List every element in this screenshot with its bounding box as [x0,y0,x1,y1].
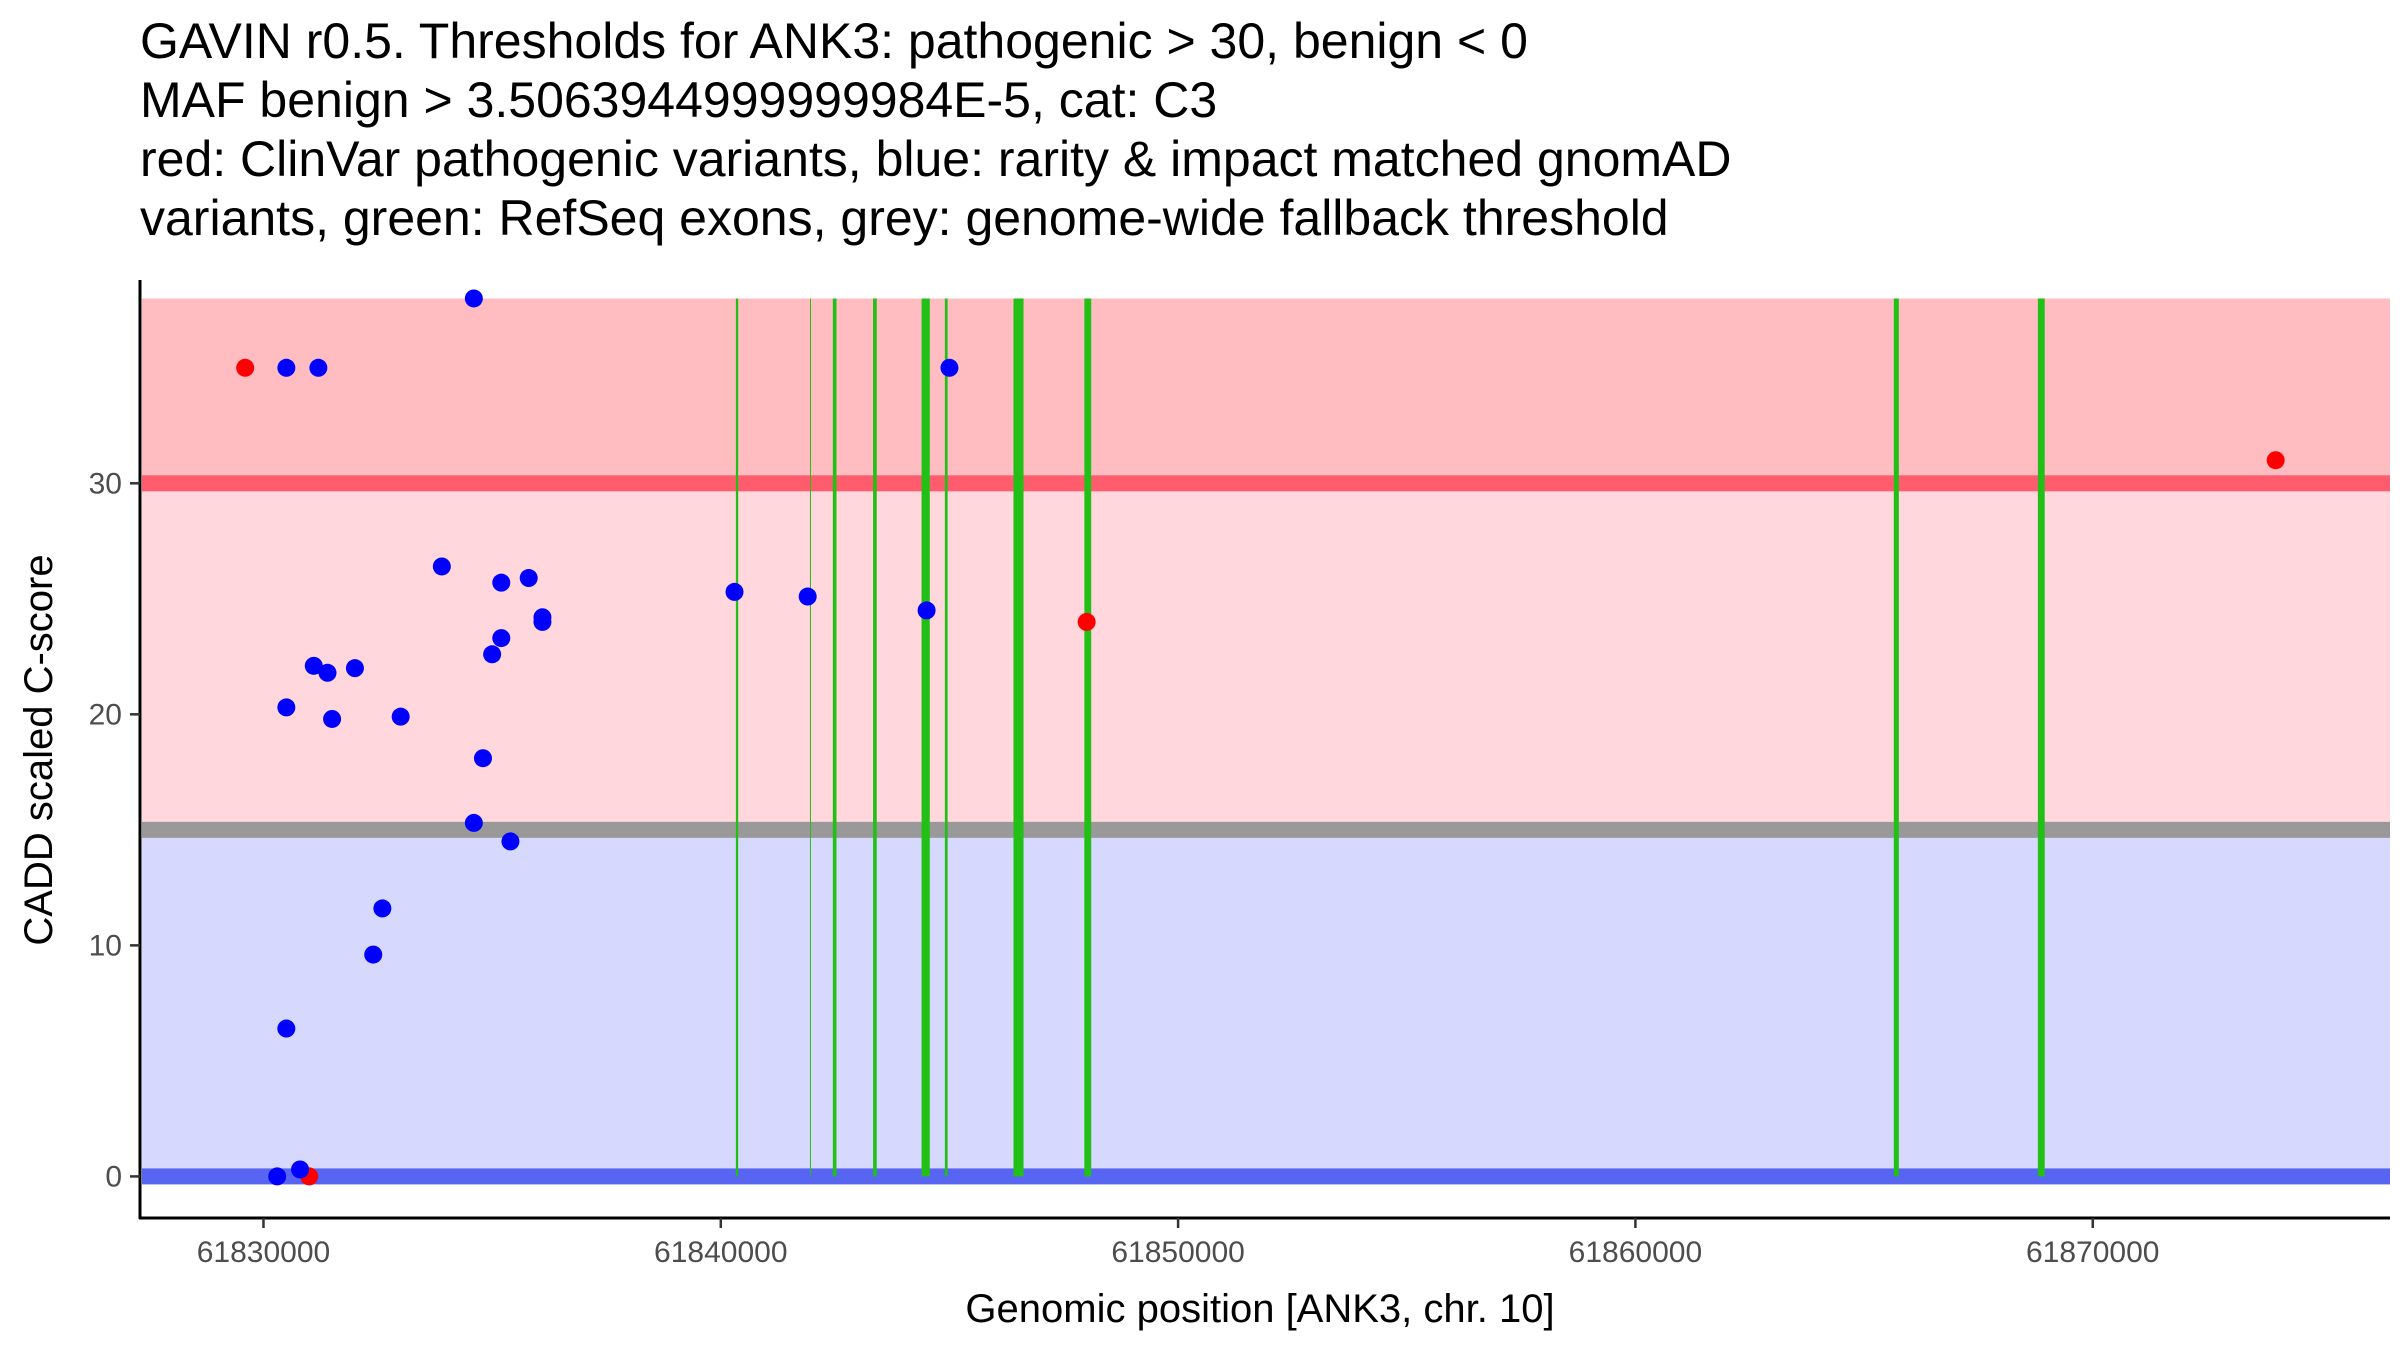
gnomad-point [318,663,337,682]
gnomad-point [464,289,483,308]
exon-bar [2037,298,2045,1177]
gnomad-point [291,1160,310,1179]
x-tick-label: 61830000 [197,1236,330,1269]
x-tick-label: 61870000 [2026,1236,2159,1269]
title-line-4: variants, green: RefSeq exons, grey: gen… [140,190,1669,246]
benign-region [142,829,2390,1177]
y-tick-label: 10 [89,929,122,962]
fallback-threshold-line [142,821,2390,838]
exon-bar [809,298,811,1177]
exon-bar [921,298,930,1177]
gnomad-point [391,707,410,726]
exon-bar [735,298,739,1177]
title-line-2: MAF benign > 3.5063944999999984E-5, cat:… [140,72,1217,128]
gnomad-point [492,573,511,592]
gnomad-point [492,629,511,648]
gnomad-point [464,813,483,832]
title-line-3: red: ClinVar pathogenic variants, blue: … [140,131,1731,187]
pathogenic-region [142,298,2390,484]
clinvar-point [236,358,255,377]
gnomad-point [309,358,328,377]
gnomad-point [533,612,552,631]
gnomad-point [373,899,392,918]
x-tick-label: 61850000 [1111,1236,1244,1269]
pathogenic-threshold-line [142,475,2390,492]
clinvar-point [2266,451,2285,470]
axes: 61830000 61840000 61850000 61860000 61870000… [89,280,2390,1269]
y-tick-label: 0 [105,1160,122,1193]
gnomad-point [917,601,936,620]
gnomad-point [940,358,959,377]
clinvar-point [1077,612,1096,631]
gnomad-point [345,659,364,678]
gnomad-point [725,582,744,601]
exon-bar [944,298,948,1177]
gnomad-point [277,698,296,717]
gnomad-point [277,358,296,377]
exon-bar [1084,298,1092,1177]
exon-bar [1013,298,1024,1177]
title-line-1: GAVIN r0.5. Thresholds for ANK3: pathoge… [140,13,1528,69]
benign-threshold-line [142,1168,2390,1185]
middle-region [142,483,2390,830]
chart-title: GAVIN r0.5. Thresholds for ANK3: pathoge… [140,13,1731,246]
gnomad-point [483,645,502,664]
gnomad-point [304,656,323,675]
x-axis-title: Genomic position [ANK3, chr. 10] [965,1287,1554,1331]
gnomad-point [473,749,492,768]
y-tick-label: 20 [89,698,122,731]
gnomad-point [519,569,538,588]
x-tick-label: 61840000 [654,1236,787,1269]
gnomad-point [501,832,520,851]
plot-panel [142,289,2390,1186]
gnomad-point [268,1167,287,1186]
y-axis-title: CADD scaled C-score [17,554,61,945]
y-tick-label: 30 [89,467,122,500]
gnomad-point [364,945,383,964]
exon-bar [832,298,837,1177]
gnomad-point [323,709,342,728]
gnomad-point [798,587,817,606]
x-tick-label: 61860000 [1569,1236,1702,1269]
gnomad-point [277,1019,296,1038]
exon-bar [873,298,877,1177]
exon-bar [1893,298,1899,1177]
gnomad-point [432,557,451,576]
